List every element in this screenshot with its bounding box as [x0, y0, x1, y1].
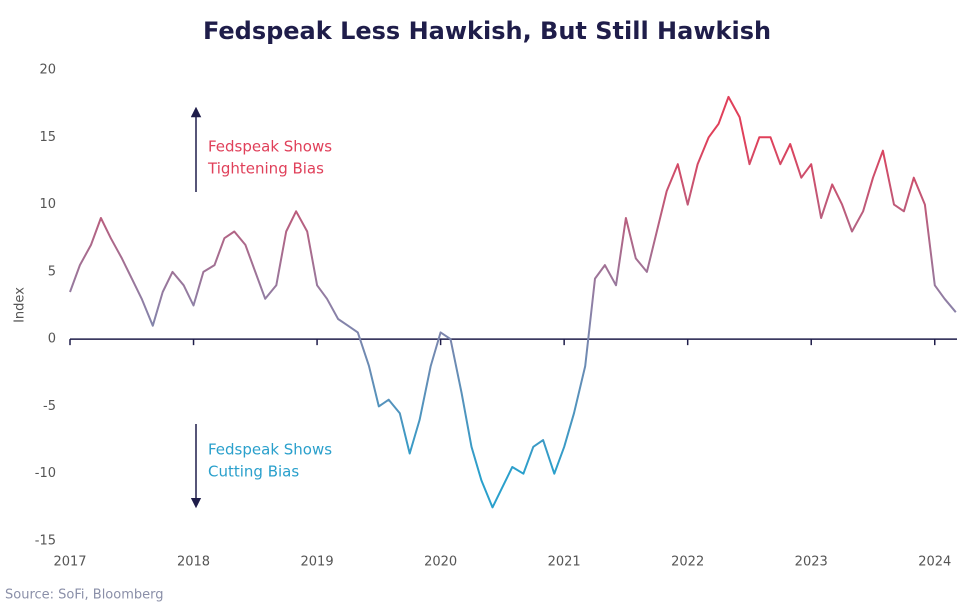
y-tick-label: -15: [35, 534, 56, 549]
y-tick-label: 15: [39, 130, 56, 145]
annotation: Cutting Bias: [208, 463, 299, 481]
chart-title: Fedspeak Less Hawkish, But Still Hawkish: [203, 17, 771, 45]
x-tick-label: 2017: [53, 555, 86, 570]
x-tick-label: 2023: [795, 555, 828, 570]
y-tick-label: 10: [39, 197, 56, 212]
x-tick-label: 2022: [671, 555, 704, 570]
annotation: Fedspeak Shows: [208, 138, 332, 156]
x-tick-label: 2019: [301, 555, 334, 570]
x-tick-label: 2020: [424, 555, 457, 570]
y-tick-label: 5: [48, 264, 56, 279]
y-tick-label: 0: [48, 332, 56, 347]
y-tick-label: -10: [35, 466, 56, 481]
y-tick-label: 20: [39, 63, 56, 78]
index-line: [69, 95, 957, 509]
x-tick-label: 2018: [177, 555, 210, 570]
x-tick-label: 2024: [918, 555, 951, 570]
y-axis-label: Index: [13, 287, 28, 323]
annotation: Fedspeak Shows: [208, 441, 332, 459]
source: Source: SoFi, Bloomberg: [5, 588, 164, 603]
annotation: Tightening Bias: [207, 160, 324, 178]
y-tick-label: -5: [43, 399, 56, 414]
x-tick-label: 2021: [548, 555, 581, 570]
